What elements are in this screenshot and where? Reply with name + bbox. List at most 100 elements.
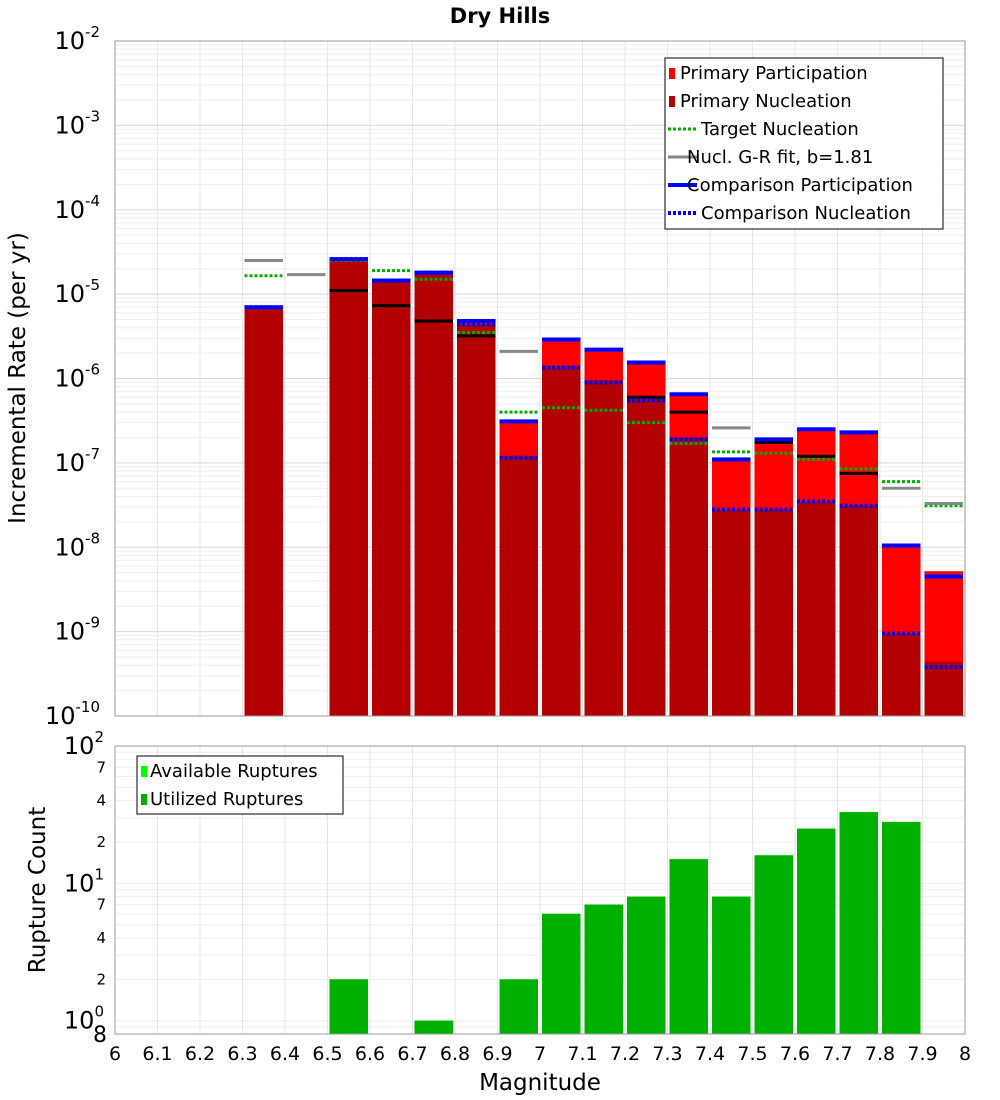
top-bars [244,259,963,716]
legend-entry: Primary Nucleation [669,91,852,112]
nucleation-bar [414,272,453,716]
rate-plot: 10-10 10-9 10-8 10-7 10-6 10-5 10-4 10-3 10-2 Pri… [45,23,966,730]
nucleation-bar [754,509,793,716]
nucleation-bar [372,280,411,716]
top-y-ticks: 10-10 10-9 10-8 10-7 10-6 10-5 10-4 10-3 10-2 [45,23,100,730]
y-tick-label: 10-9 [54,614,100,646]
x-tick-label: 6 [109,1043,121,1065]
legend-swatch [669,68,675,79]
bottom-bars [329,812,921,1034]
nucleation-bar [627,397,666,716]
legend-swatch [141,766,147,777]
utilized-ruptures-bar [499,979,538,1034]
y-minor-tick-label: 4 [96,792,106,810]
nucleation-bar [797,501,836,716]
legend-label: Comparison Nucleation [701,203,911,224]
utilized-ruptures-bar [414,1020,453,1034]
x-axis-label: Magnitude [479,1070,601,1096]
nucleation-bar [329,259,368,716]
utilized-ruptures-bar [754,855,793,1034]
nucleation-bar [584,380,623,716]
legend-label: Comparison Participation [687,175,913,196]
legend-entry: Target Nucleation [668,119,859,140]
y-minor-tick-label: 7 [96,896,106,914]
y-tick-label: 10-7 [54,445,100,477]
x-tick-label: 6.2 [185,1043,215,1065]
x-tick-label: 7.3 [652,1043,682,1065]
y-minor-tick-label: 4 [96,929,106,947]
x-tick-label: 7.5 [737,1043,767,1065]
nucleation-bar [669,437,708,716]
legend-label: Available Ruptures [150,761,318,782]
y-minor-tick-label: 2 [96,970,106,988]
nucleation-bar [542,366,581,716]
utilized-ruptures-bar [669,859,708,1034]
utilized-ruptures-bar [329,979,368,1034]
nucleation-bar [924,661,963,716]
nucleation-bar [244,307,283,716]
legend-label: Primary Participation [680,63,868,84]
y-tick-label: 10-5 [54,276,100,308]
x-tick-label: 7.7 [822,1043,852,1065]
y-tick-label: 100 [64,1003,104,1035]
y-tick-label: 10-10 [45,698,100,730]
x-tick-label: 6.8 [440,1043,470,1065]
bottom-plot-border [114,745,966,1035]
legend-entry: Utilized Ruptures [141,789,303,810]
legend-box [136,755,344,815]
nucleation-bar [457,324,496,716]
x-ticks: 6 6.1 6.2 6.3 6.4 6.5 6.6 6.7 6.8 6.9 7 7.1 7.2 7.3 7.… [109,1043,971,1065]
legend-swatch [669,96,675,107]
top-legend: Primary Participation Primary Nucleation T… [664,57,944,230]
x-tick-label: 7.8 [865,1043,895,1065]
x-tick-label: 7.2 [610,1043,640,1065]
x-tick-label: 6.3 [227,1043,257,1065]
chart-title: Dry Hills [450,4,550,28]
y-minor-tick-label: 8 [93,1023,107,1048]
legend-entry: Available Ruptures [141,761,318,782]
nucleation-bar [839,505,878,716]
utilized-ruptures-bar [712,896,751,1034]
x-tick-label: 6.7 [397,1043,427,1065]
x-tick-label: 7 [534,1043,546,1065]
x-tick-label: 7.1 [567,1043,597,1065]
legend-label: Primary Nucleation [680,91,852,112]
x-tick-label: 7.4 [695,1043,725,1065]
y-tick-label: 10-4 [54,192,100,224]
top-plot-border [114,40,966,717]
x-tick-label: 8 [959,1043,971,1065]
legend-label: Nucl. G-R fit, b=1.81 [687,147,873,168]
rupture-count-plot: 100 101 102 8 2 4 7 2 4 7 6 6.1 6.2 6.3 6.4 6.5 6.6 6.7 6.… [64,728,971,1065]
bottom-y-axis-label: Rupture Count [25,807,51,973]
legend-swatch [141,794,147,805]
x-tick-label: 6.6 [355,1043,385,1065]
utilized-ruptures-bar [542,913,581,1034]
x-tick-label: 7.9 [907,1043,937,1065]
y-tick-label: 10-3 [54,107,100,139]
y-minor-tick-label: 2 [96,833,106,851]
y-tick-label: 10-2 [54,23,100,55]
legend-box [664,57,944,230]
y-tick-label: 10-6 [54,361,100,393]
legend-label: Target Nucleation [700,119,859,140]
utilized-ruptures-bar [584,904,623,1034]
y-minor-tick-label: 7 [96,758,106,776]
y-tick-label: 102 [64,728,104,760]
utilized-ruptures-bar [797,828,836,1034]
legend-entry: Nucl. G-R fit, b=1.81 [668,147,873,168]
y-tick-label: 101 [64,865,104,897]
nucleation-bar [712,509,751,716]
legend-label: Utilized Ruptures [150,789,303,810]
x-tick-label: 6.9 [482,1043,512,1065]
utilized-ruptures-bar [839,812,878,1034]
nucleation-bar [499,456,538,716]
x-tick-label: 6.5 [312,1043,342,1065]
x-tick-label: 6.4 [270,1043,300,1065]
legend-entry: Primary Participation [669,63,868,84]
utilized-ruptures-bar [627,896,666,1034]
utilized-ruptures-bar [882,821,921,1034]
nucleation-bar [882,633,921,716]
bottom-legend: Available Ruptures Utilized Ruptures [136,755,344,815]
top-y-axis-label: Incremental Rate (per yr) [5,232,31,524]
